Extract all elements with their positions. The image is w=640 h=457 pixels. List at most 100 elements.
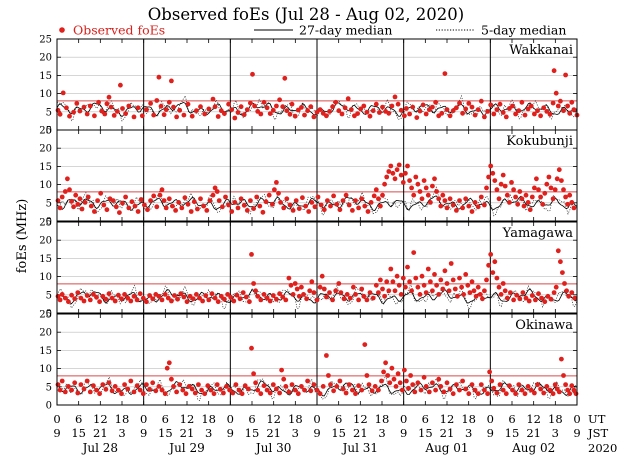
observed-point (457, 275, 462, 281)
observed-point (97, 299, 102, 305)
observed-point (62, 189, 68, 194)
observed-point (396, 162, 402, 168)
observed-point (520, 290, 526, 295)
observed-point (258, 111, 264, 117)
observed-point (94, 294, 99, 300)
jst-tick-label: 3 (552, 426, 559, 440)
observed-point (317, 284, 323, 290)
observed-point (203, 293, 209, 298)
y-tick-label: 25 (39, 35, 52, 46)
observed-point (289, 382, 295, 387)
observed-point (387, 380, 393, 386)
observed-point (444, 205, 450, 211)
station-name: Yamagawa (502, 226, 574, 241)
jst-tick-label: 9 (140, 426, 147, 440)
ut-tick-label: 0 (400, 412, 407, 426)
observed-point (257, 203, 263, 209)
observed-point (353, 198, 358, 204)
observed-point (353, 391, 358, 397)
observed-point (394, 273, 400, 279)
observed-point (279, 367, 284, 373)
observed-point (238, 196, 244, 202)
observed-point (522, 391, 528, 397)
observed-point (480, 296, 485, 302)
observed-point (534, 176, 539, 182)
observed-point (209, 291, 215, 297)
observed-point (457, 387, 462, 393)
observed-point (260, 209, 266, 215)
observed-point (555, 103, 561, 109)
observed-point (254, 194, 260, 200)
observed-point (251, 371, 256, 377)
observed-point (550, 391, 556, 397)
observed-point (381, 369, 386, 375)
observed-point (217, 386, 223, 392)
observed-point (508, 290, 513, 295)
observed-point (317, 107, 323, 112)
observed-point (500, 387, 506, 393)
observed-point (74, 101, 80, 106)
observed-point (244, 107, 250, 112)
observed-point (569, 200, 575, 205)
observed-point (208, 387, 214, 393)
observed-point (455, 293, 460, 299)
observed-point (550, 196, 556, 202)
observed-point (551, 290, 557, 295)
observed-point (210, 192, 216, 198)
observed-point (253, 288, 258, 294)
observed-point (244, 208, 250, 213)
observed-point (538, 386, 543, 392)
observed-point (226, 202, 232, 208)
observed-point (450, 202, 456, 208)
observed-point (421, 178, 427, 184)
observed-point (151, 193, 157, 199)
observed-point (287, 111, 293, 117)
observed-point (181, 112, 187, 118)
observed-point (434, 282, 439, 288)
observed-point (554, 176, 560, 182)
observed-point (417, 189, 423, 194)
observed-point (507, 200, 512, 205)
observed-point (356, 297, 361, 303)
observed-point (421, 282, 427, 288)
observed-point (510, 103, 515, 109)
observed-point (336, 108, 342, 114)
observed-point (529, 194, 535, 200)
observed-point (337, 207, 343, 213)
observed-point (314, 387, 320, 393)
observed-point (497, 101, 503, 107)
observed-point (513, 194, 518, 200)
observed-point (513, 111, 518, 117)
observed-point (290, 208, 296, 213)
observed-point (84, 111, 90, 117)
observed-point (553, 90, 559, 96)
observed-point (286, 275, 292, 281)
observed-point (433, 99, 438, 105)
observed-point (284, 108, 290, 114)
observed-point (195, 206, 200, 212)
observed-point (407, 279, 412, 285)
y-tick-label: 15 (39, 162, 52, 173)
observed-point (488, 163, 494, 169)
observed-point (561, 187, 566, 193)
observed-point (371, 193, 377, 199)
observed-point (407, 111, 412, 117)
observed-point (235, 205, 241, 211)
observed-point (550, 100, 556, 106)
ut-tick-label: 0 (53, 412, 60, 426)
observed-point (378, 277, 383, 283)
observed-point (356, 383, 361, 389)
ut-tick-label: 12 (526, 412, 541, 426)
observed-point (469, 279, 475, 285)
observed-point (185, 101, 191, 107)
observed-point (172, 293, 177, 298)
observed-point (223, 194, 228, 200)
observed-point (514, 292, 520, 298)
ut-tick-label: 12 (353, 412, 368, 426)
observed-point (181, 294, 187, 300)
observed-point (567, 192, 573, 198)
observed-point (400, 275, 406, 281)
observed-point (361, 103, 367, 109)
observed-point (112, 384, 118, 389)
observed-point (565, 387, 570, 393)
